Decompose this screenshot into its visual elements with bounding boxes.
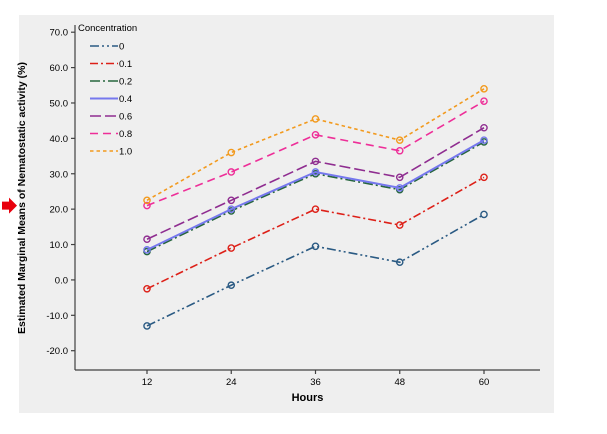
legend-label: 1.0	[119, 147, 132, 158]
series-line-0	[146, 213, 485, 327]
x-axis-title: Hours	[291, 392, 324, 404]
series-line-0.6	[146, 127, 485, 240]
data-point-marker-0.4	[227, 205, 236, 213]
y-tick-label: 30.0	[50, 169, 69, 180]
legend-label: 0.4	[119, 94, 132, 105]
data-point-marker-0.4	[311, 168, 320, 176]
x-tick-label: 24	[226, 377, 237, 388]
series-line-0.2	[146, 141, 485, 253]
legend-label: 0.6	[119, 112, 132, 123]
x-tick-label: 36	[310, 377, 321, 388]
x-tick-label: 48	[394, 377, 405, 388]
data-point-marker-0.8	[143, 201, 151, 210]
data-point-marker-0.4	[480, 136, 488, 144]
data-point-marker-0.6	[395, 173, 404, 182]
data-point-marker-0	[227, 281, 236, 290]
y-tick-label: 10.0	[50, 240, 69, 251]
data-point-marker-0.6	[143, 235, 151, 244]
x-tick-label: 12	[142, 377, 153, 388]
data-point-marker-0.8	[395, 146, 404, 155]
data-point-marker-0.1	[143, 284, 151, 293]
legend-label: 0.8	[119, 129, 132, 140]
data-point-marker-0.6	[311, 157, 320, 166]
legend-label: 0	[119, 42, 124, 53]
data-point-marker-0.1	[227, 244, 236, 252]
data-point-marker-0.8	[227, 168, 236, 176]
x-tick-label: 60	[479, 377, 490, 388]
data-point-marker-0	[143, 322, 151, 330]
data-point-marker-0.8	[311, 131, 320, 139]
y-tick-label: -20.0	[46, 346, 68, 357]
data-point-marker-0.1	[395, 221, 404, 229]
data-point-marker-0.4	[143, 246, 151, 254]
series-line-0.4	[146, 139, 485, 251]
data-point-marker-0.6	[227, 196, 236, 205]
series-line-0.8	[146, 100, 485, 207]
data-point-marker-1.0	[227, 148, 236, 157]
y-tick-label: 0.0	[55, 275, 68, 286]
data-point-marker-0.1	[311, 205, 320, 213]
y-tick-label: 40.0	[50, 134, 69, 145]
y-tick-label: 60.0	[50, 63, 69, 74]
data-point-marker-1.0	[143, 196, 151, 205]
series-line-0.1	[146, 176, 485, 290]
data-point-marker-1.0	[395, 136, 404, 144]
data-point-marker-0	[311, 242, 320, 251]
data-point-marker-0.8	[480, 97, 488, 106]
legend-title: Concentration	[78, 23, 137, 34]
data-point-marker-0.6	[480, 123, 488, 132]
y-tick-label: 70.0	[50, 28, 69, 39]
legend-label: 0.2	[119, 77, 132, 88]
data-point-marker-0.4	[395, 184, 404, 192]
y-tick-label: 20.0	[50, 205, 69, 216]
data-point-marker-1.0	[311, 115, 320, 123]
data-point-marker-0	[395, 258, 404, 267]
series-line-1.0	[146, 88, 485, 201]
data-point-marker-1.0	[480, 85, 488, 93]
red-arrow-annotation	[2, 197, 17, 214]
data-point-marker-0.1	[480, 173, 488, 182]
y-tick-label: 50.0	[50, 98, 69, 109]
legend-label: 0.1	[119, 59, 132, 70]
y-tick-label: -10.0	[46, 311, 68, 322]
data-point-marker-0	[480, 210, 488, 219]
